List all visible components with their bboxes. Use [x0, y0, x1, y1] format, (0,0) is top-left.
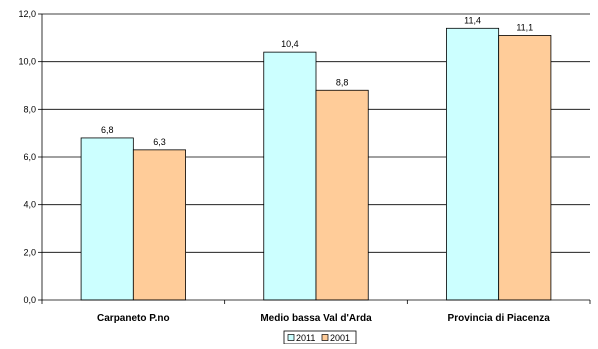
- x-category-label: Provincia di Piacenza: [448, 313, 551, 324]
- y-tick-label: 8,0: [23, 104, 36, 114]
- x-category-labels: Carpaneto P.no Medio bassa Val d'Arda Prov…: [97, 313, 550, 324]
- bars: [80, 27, 552, 301]
- legend-label: 2011: [296, 333, 315, 343]
- bar-2001-2: [498, 35, 552, 301]
- bar-2011-0: [80, 137, 134, 301]
- y-tick-label: 0,0: [23, 295, 36, 305]
- y-tick-label: 12,0: [18, 9, 36, 19]
- y-tick-labels: 0,0 2,0 4,0 6,0 8,0 10,0 12,0: [18, 9, 36, 305]
- data-label: 8,8: [336, 77, 349, 87]
- y-tick-label: 10,0: [18, 57, 36, 67]
- axes: [38, 13, 591, 304]
- data-label: 6,8: [101, 125, 114, 135]
- bar-2011-1: [263, 51, 317, 301]
- data-label: 11,4: [464, 15, 481, 25]
- data-label: 6,3: [153, 137, 166, 147]
- y-tick-label: 4,0: [23, 200, 36, 210]
- bar-2011-2: [446, 27, 500, 301]
- legend-swatch-2011: [287, 334, 295, 341]
- legend-label: 2001: [330, 333, 350, 343]
- bar-2001-0: [132, 149, 186, 301]
- legend-swatch-2001: [321, 334, 329, 341]
- data-labels: 6,8 6,3 10,4 8,8 11,4 11,1: [101, 15, 533, 147]
- data-label: 10,4: [281, 39, 299, 49]
- data-label: 11,1: [516, 22, 533, 32]
- x-category-label: Carpaneto P.no: [97, 313, 170, 324]
- y-tick-label: 6,0: [23, 152, 36, 162]
- legend: 2011 2001: [283, 330, 357, 345]
- bar-2001-1: [315, 89, 369, 301]
- x-category-label: Medio bassa Val d'Arda: [260, 313, 372, 324]
- y-tick-label: 2,0: [23, 247, 36, 257]
